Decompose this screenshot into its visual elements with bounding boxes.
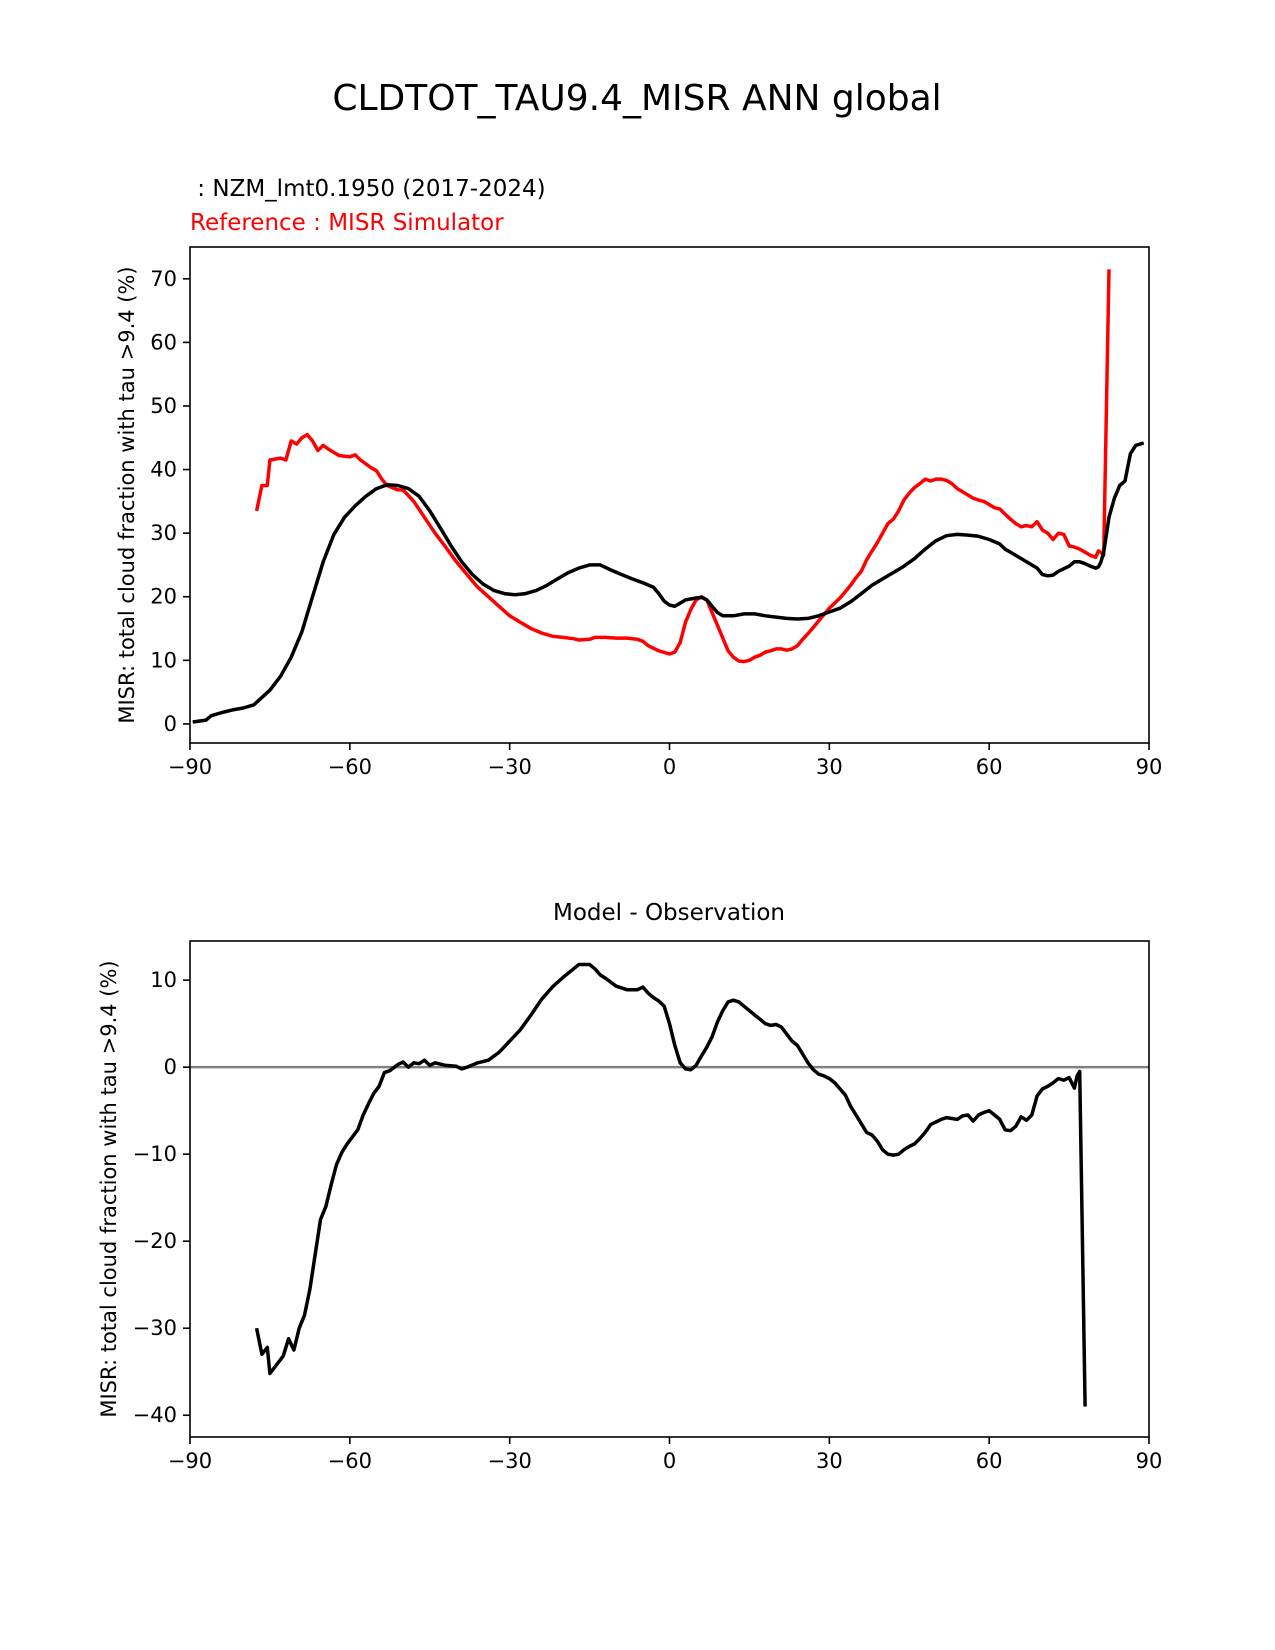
y-tick-label: 20: [150, 585, 177, 609]
x-tick-label: −30: [488, 755, 532, 779]
reference-label: Reference : MISR Simulator: [190, 210, 504, 236]
top-panel: −90 −60 −30 0 30 60 90 0 10 20 30 40 50 60 70 MISR: tot…: [115, 246, 1163, 779]
x-tick-label: 60: [976, 755, 1003, 779]
y-tick-label: −10: [133, 1142, 177, 1166]
x-tick-label: 0: [663, 755, 676, 779]
y-tick-label: 30: [150, 521, 177, 545]
difference-title: Model - Observation: [553, 900, 785, 926]
x-tick-label: −30: [488, 1449, 532, 1473]
x-tick-label: −60: [328, 1449, 372, 1473]
y-tick-label: −20: [133, 1229, 177, 1253]
y-tick-label: −30: [133, 1316, 177, 1340]
y-tick-label: 0: [164, 1055, 177, 1079]
y-tick-label: 50: [150, 394, 177, 418]
y-tick-label: 0: [164, 712, 177, 736]
x-tick-label: −60: [328, 755, 372, 779]
series-line-test: [192, 441, 1145, 724]
axes-frame: [189, 246, 1150, 744]
test-label: : NZM_lmt0.1950 (2017-2024): [190, 176, 546, 202]
series-line-difference: [254, 962, 1087, 1407]
y-axis-label: MISR: total cloud fraction with tau >9.4…: [115, 266, 139, 723]
x-tick-label: 90: [1136, 755, 1163, 779]
figure-title: CLDTOT_TAU9.4_MISR ANN global: [332, 78, 941, 119]
x-tick-label: −90: [168, 755, 212, 779]
bottom-panel: −90 −60 −30 0 30 60 90 −40 −30 −20 −10 0 10 MISR: tot…: [97, 940, 1163, 1473]
y-tick-label: 70: [150, 267, 177, 291]
series-line-reference: [254, 269, 1111, 664]
axes-frame: [189, 940, 1150, 1438]
y-tick-label: 10: [150, 648, 177, 672]
x-tick-label: 0: [663, 1449, 676, 1473]
y-tick-label: −40: [133, 1403, 177, 1427]
x-tick-label: 30: [816, 1449, 843, 1473]
y-tick-label: 60: [150, 330, 177, 354]
x-tick-label: 60: [976, 1449, 1003, 1473]
x-tick-label: 90: [1136, 1449, 1163, 1473]
x-tick-label: −90: [168, 1449, 212, 1473]
x-tick-label: 30: [816, 755, 843, 779]
y-tick-label: 40: [150, 458, 177, 482]
y-tick-label: 10: [150, 968, 177, 992]
y-axis-label: MISR: total cloud fraction with tau >9.4…: [97, 960, 121, 1417]
